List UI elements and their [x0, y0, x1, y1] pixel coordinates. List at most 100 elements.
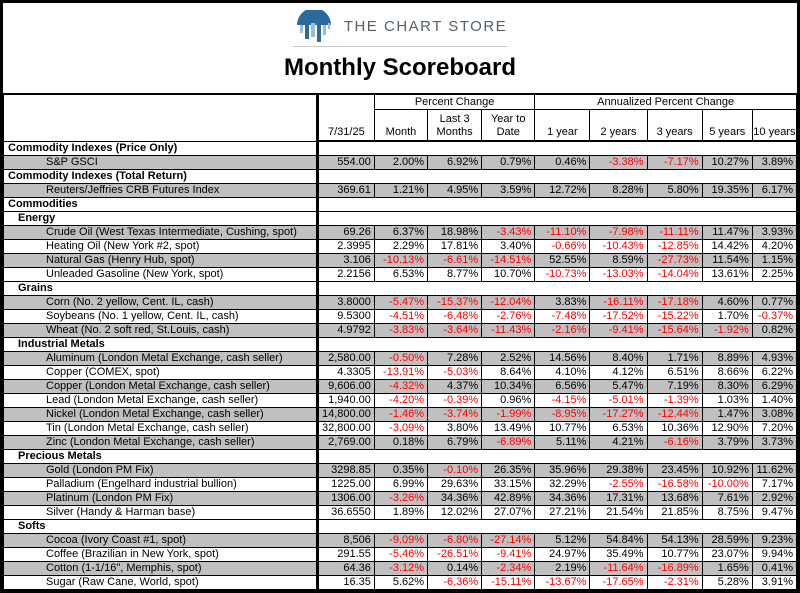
cell-value: -15.37% — [427, 295, 483, 310]
commodity-row: Lead (London Metal Exchange, cash seller… — [3, 393, 798, 408]
col-header-3-years: 3 years — [646, 109, 703, 142]
row-label: Sugar (Raw Cane, World, spot) — [3, 575, 319, 590]
cell-value: -5.01% — [589, 393, 648, 408]
cell-value: 52.55% — [534, 253, 591, 268]
cell-value: -0.10% — [427, 463, 483, 478]
cell-value: -13.03% — [589, 267, 648, 282]
cell-value: 27.21% — [534, 505, 591, 520]
cell-value: 0.82% — [751, 323, 798, 338]
commodity-row: Palladium (Engelhard industrial bullion)… — [3, 477, 798, 492]
cell-value: 14.42% — [701, 239, 753, 254]
cell-value: 0.14% — [427, 561, 483, 576]
cell-value: 35.49% — [589, 547, 648, 562]
cell-value: -16.58% — [646, 477, 703, 492]
cell-value: -2.55% — [589, 477, 648, 492]
cell-value: -27.14% — [481, 533, 536, 548]
cell-value: 9,606.00 — [316, 379, 375, 394]
cell-value: 10.77% — [534, 421, 591, 436]
cell-value: -14.51% — [481, 253, 536, 268]
cell-value: 6.37% — [373, 225, 429, 240]
section-row: Softs — [3, 519, 798, 534]
cell-value: 1.21% — [373, 183, 429, 198]
commodity-row: Corn (No. 2 yellow, Cent. IL, cash) 3.800… — [3, 295, 798, 310]
cell-value: 3.89% — [751, 155, 798, 170]
cell-value: -7.48% — [534, 309, 591, 324]
section-row: Energy — [3, 211, 798, 226]
cell-value: -6.48% — [427, 309, 483, 324]
name-column-header — [3, 93, 319, 142]
cell-value: 7.19% — [646, 379, 703, 394]
row-label: Cocoa (Ivory Coast #1, spot) — [3, 533, 319, 548]
cell-value: 69.26 — [316, 225, 375, 240]
cell-value: 6.17% — [751, 183, 798, 198]
cell-value: 3298.85 — [316, 463, 375, 478]
cell-value: 33.15% — [481, 477, 536, 492]
cell-value: -16.89% — [646, 561, 703, 576]
cell-value: 5.28% — [701, 575, 753, 590]
col-header-5-years: 5 years — [701, 109, 753, 142]
cell-value: 9.23% — [751, 533, 798, 548]
row-label: Gold (London PM Fix) — [3, 463, 319, 478]
cell-value: 17.31% — [589, 491, 648, 506]
cell-value: 7.28% — [427, 351, 483, 366]
commodity-row: Crude Oil (West Texas Intermediate, Cush… — [3, 225, 798, 240]
cell-value: -0.50% — [373, 351, 429, 366]
row-filler — [316, 519, 798, 534]
row-label: Energy — [3, 211, 319, 226]
cell-value: -5.47% — [373, 295, 429, 310]
cell-value: 6.29% — [751, 379, 798, 394]
group-header-annualized: Annualized Percent Change — [534, 93, 797, 110]
section-row: Commodities — [3, 197, 798, 212]
row-label: Wheat (No. 2 soft red, St.Louis, cash) — [3, 323, 319, 338]
cell-value: -14.04% — [646, 267, 703, 282]
row-label: Commodity Indexes (Price Only) — [3, 140, 319, 156]
cell-value: 18.98% — [427, 225, 483, 240]
brand-underline — [292, 46, 508, 47]
cell-value: 54.13% — [646, 533, 703, 548]
cell-value: 32,800.00 — [316, 421, 375, 436]
cell-value: 1.70% — [701, 309, 753, 324]
row-label: Crude Oil (West Texas Intermediate, Cush… — [3, 225, 319, 240]
cell-value: 16.35 — [316, 575, 375, 590]
commodity-row: Soybeans (No. 1 yellow, Cent. IL, cash) 9… — [3, 309, 798, 324]
cell-value: 7.17% — [751, 477, 798, 492]
cell-value: -17.52% — [589, 309, 648, 324]
cell-value: 0.18% — [373, 435, 429, 450]
cell-value: 5.62% — [373, 575, 429, 590]
cell-value: -3.83% — [373, 323, 429, 338]
cell-value: 6.79% — [427, 435, 483, 450]
cell-value: 10.92% — [701, 463, 753, 478]
cell-value: 9.47% — [751, 505, 798, 520]
commodity-row: Coffee (Brazilian in New York, spot) 291.… — [3, 547, 798, 562]
commodity-row: Silver (Handy & Harman base) 36.6550 1.89%… — [3, 505, 798, 520]
cell-value: 19.35% — [701, 183, 753, 198]
cell-value: -15.11% — [481, 575, 536, 590]
row-label: Cotton (1-1/16", Memphis, spot) — [3, 561, 319, 576]
scoreboard-table: 7/31/25 Percent Change Annualized Percen… — [3, 93, 798, 590]
cell-value: 2.29% — [373, 239, 429, 254]
cell-value: 4.95% — [427, 183, 483, 198]
row-label: Tin (London Metal Exchange, cash seller) — [3, 421, 319, 436]
cell-value: -3.26% — [373, 491, 429, 506]
cell-value: 3.80% — [427, 421, 483, 436]
cell-value: -1.99% — [481, 407, 536, 422]
row-filler — [316, 337, 798, 352]
cell-value: 6.99% — [373, 477, 429, 492]
row-label: Commodity Indexes (Total Return) — [3, 169, 319, 184]
cell-value: 7.61% — [701, 491, 753, 506]
row-label: Silver (Handy & Harman base) — [3, 505, 319, 520]
group-header-percent-change: Percent Change — [373, 93, 536, 110]
cell-value: 8,506 — [316, 533, 375, 548]
cell-value: 26.35% — [481, 463, 536, 478]
cell-value: 3.73% — [751, 435, 798, 450]
cell-value: -10.00% — [701, 477, 753, 492]
masthead: THE CHART STORE Monthly Scoreboard — [3, 3, 797, 93]
row-label: Copper (COMEX, spot) — [3, 365, 319, 380]
cell-value: 32.29% — [534, 477, 591, 492]
cell-value: 0.46% — [534, 155, 591, 170]
cell-value: -11.43% — [481, 323, 536, 338]
cell-value: -10.73% — [534, 267, 591, 282]
commodity-row: S&P GSCI 554.00 2.00% 6.92% 0.79% 0.46% -3.38%… — [3, 155, 798, 170]
cell-value: 3.93% — [751, 225, 798, 240]
